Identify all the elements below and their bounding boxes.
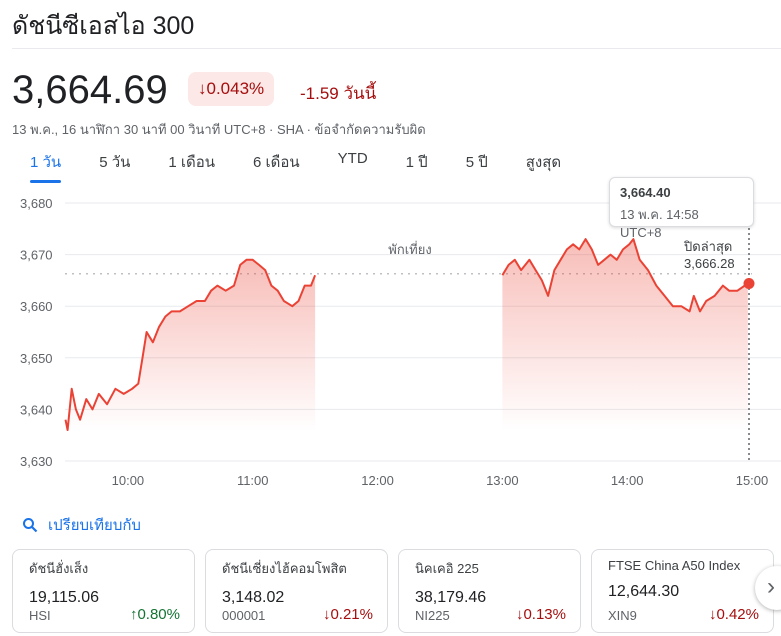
x-tick-label: 11:00: [237, 473, 269, 488]
change-percent-badge: ↓0.043%: [188, 72, 275, 106]
x-tick-label: 12:00: [361, 473, 394, 488]
x-tick-label: 14:00: [611, 473, 644, 488]
card-change: ↓0.42%: [708, 606, 759, 623]
card-name: ดัชนีเซี่ยงไฮ้คอมโพสิต: [222, 561, 347, 576]
card-change: ↓0.13%: [515, 606, 566, 623]
page-title: ดัชนีซีเอสไอ 300: [12, 12, 195, 40]
price-area: [502, 239, 748, 431]
compare-cards: ดัชนีฮั่งเส็ง 19,115.06 HSI ↑0.80% ดัชนีเซี…: [12, 549, 774, 633]
card-name: FTSE China A50 Index: [608, 558, 741, 573]
y-tick-label: 3,680: [20, 196, 53, 211]
card-price: 3,148.02: [222, 589, 285, 606]
current-point: [743, 277, 755, 289]
compare-card[interactable]: FTSE China A50 Index 12,644.30 XIN9 ↓0.42%: [591, 549, 774, 633]
price-line: [64, 258, 317, 431]
divider: [12, 48, 781, 49]
tab-5d[interactable]: 5 วัน: [99, 154, 131, 171]
y-tick-label: 3,640: [20, 402, 53, 417]
y-tick-label: 3,650: [20, 351, 53, 366]
price-chart[interactable]: 3,630 3,640 3,650 3,660 3,670 3,680 10:00 11:00…: [0, 170, 781, 500]
tab-1d[interactable]: 1 วัน: [30, 150, 62, 183]
card-price: 12,644.30: [608, 583, 680, 600]
change-absolute: -1.59 วันนี้: [300, 84, 377, 103]
chevron-right-icon: ›: [767, 573, 775, 600]
card-change: ↓0.21%: [322, 606, 373, 623]
price-line: [501, 238, 749, 313]
card-symbol: NI225: [415, 608, 450, 623]
tab-1m[interactable]: 1 เดือน: [168, 154, 216, 171]
y-tick-label: 3,660: [20, 299, 53, 314]
tab-5y[interactable]: 5 ปี: [465, 154, 488, 171]
compare-button[interactable]: เปรียบเทียบกับ: [22, 513, 141, 537]
x-tick-label: 13:00: [486, 473, 519, 488]
previous-close-value: 3,666.28: [684, 256, 735, 271]
tooltip-value: 3,664.40: [620, 185, 671, 200]
compare-label: เปรียบเทียบกับ: [48, 517, 141, 534]
tab-6m[interactable]: 6 เดือน: [253, 154, 300, 171]
card-name: นิคเคอิ 225: [415, 561, 479, 576]
range-tabs: 1 วัน 5 วัน 1 เดือน 6 เดือน YTD 1 ปี 5 ป…: [30, 150, 599, 183]
card-name: ดัชนีฮั่งเส็ง: [29, 561, 89, 576]
compare-card[interactable]: ดัชนีฮั่งเส็ง 19,115.06 HSI ↑0.80%: [12, 549, 195, 633]
tab-ytd[interactable]: YTD: [337, 150, 368, 167]
hover-tooltip: 3,664.40 13 พ.ค. 14:58 UTC+8: [609, 177, 754, 240]
current-price: 3,664.69: [12, 68, 168, 112]
quote-meta[interactable]: 13 พ.ค., 16 นาฬิกา 30 นาที 00 วินาที UTC…: [12, 122, 426, 137]
card-price: 38,179.46: [415, 589, 487, 606]
card-symbol: XIN9: [608, 608, 637, 623]
y-tick-label: 3,630: [20, 454, 53, 469]
tab-max[interactable]: สูงสุด: [525, 154, 562, 171]
card-change: ↑0.80%: [129, 606, 180, 623]
compare-card[interactable]: ดัชนีเซี่ยงไฮ้คอมโพสิต 3,148.02 000001 ↓0.2…: [205, 549, 388, 633]
tab-1y[interactable]: 1 ปี: [405, 154, 428, 171]
card-symbol: 000001: [222, 608, 266, 623]
card-symbol: HSI: [29, 608, 51, 623]
tooltip-time: 13 พ.ค. 14:58 UTC+8: [620, 207, 699, 240]
y-tick-label: 3,670: [20, 248, 53, 263]
x-tick-label: 15:00: [736, 473, 769, 488]
lunch-break-label: พักเที่ยง: [388, 241, 431, 257]
x-tick-label: 10:00: [112, 473, 145, 488]
compare-card[interactable]: นิคเคอิ 225 38,179.46 NI225 ↓0.13%: [398, 549, 581, 633]
price-area: [65, 259, 316, 431]
previous-close-label: ปิดล่าสุด: [683, 239, 732, 255]
search-icon: [23, 518, 38, 533]
card-price: 19,115.06: [29, 589, 99, 606]
